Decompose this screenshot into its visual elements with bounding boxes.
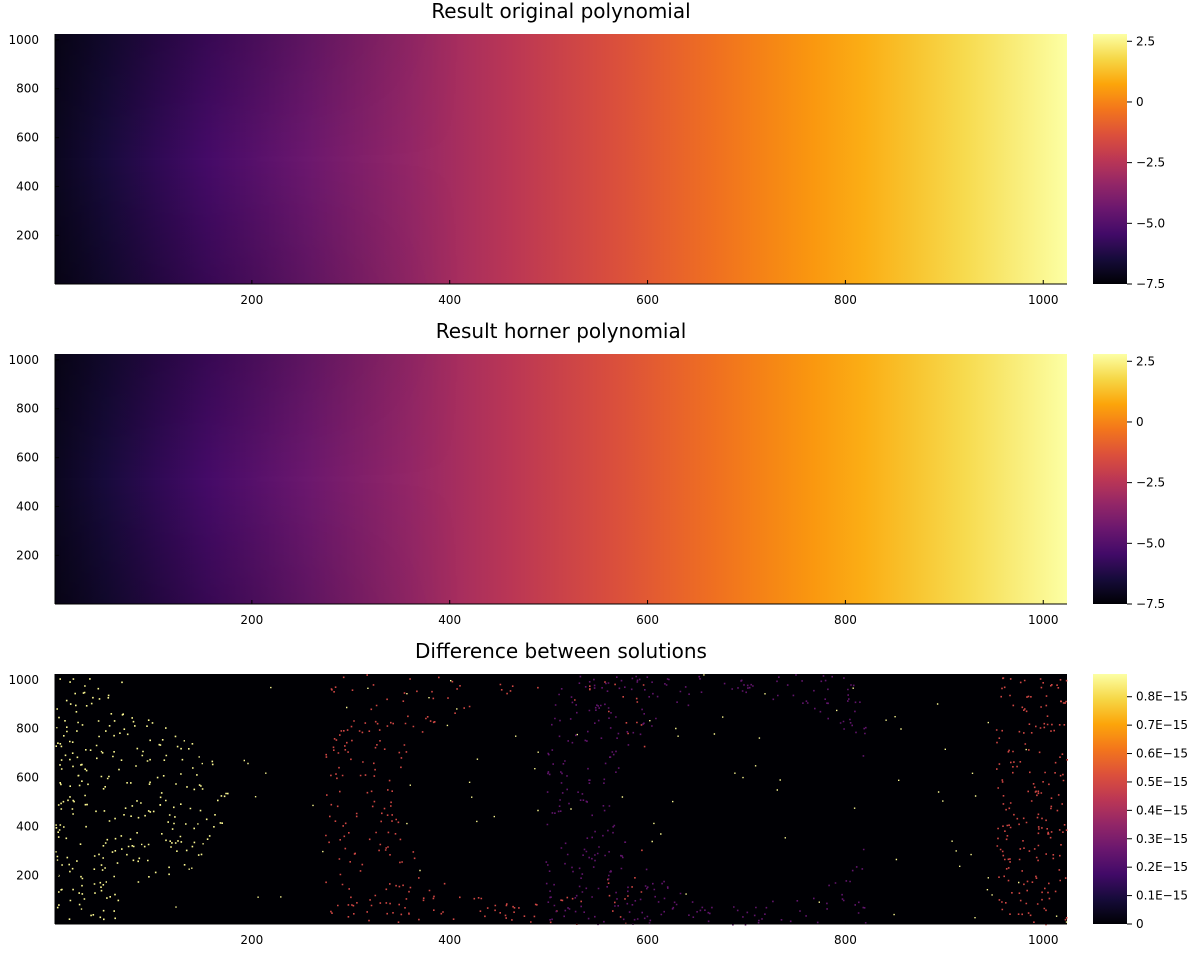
colorbar: [1093, 674, 1127, 924]
x-tick-label: 1000: [1028, 293, 1059, 307]
colorbar-tick-label: 2.5: [1136, 354, 1155, 368]
y-tick-label: 400: [16, 819, 39, 833]
x-tick-label: 400: [438, 613, 461, 627]
chart-title: Difference between solutions: [415, 639, 707, 663]
x-tick-label: 600: [636, 613, 659, 627]
colorbar-tick-label: 0: [1136, 917, 1144, 931]
colorbar-tick-label: 0.8E−15: [1136, 690, 1188, 704]
colorbar-tick-label: −7.5: [1136, 597, 1165, 611]
colorbar-tick-label: 0.4E−15: [1136, 803, 1188, 817]
colorbar-tick-label: −5.0: [1136, 536, 1165, 550]
y-tick-label: 600: [16, 131, 39, 145]
y-tick-label: 200: [16, 868, 39, 882]
colorbar-tick-label: −7.5: [1136, 277, 1165, 291]
x-tick-label: 800: [834, 933, 857, 947]
x-tick-label: 800: [834, 293, 857, 307]
x-tick-label: 600: [636, 293, 659, 307]
y-tick-label: 600: [16, 451, 39, 465]
y-tick-label: 400: [16, 499, 39, 513]
colorbar-tick-label: −5.0: [1136, 216, 1165, 230]
y-tick-label: 1000: [8, 353, 39, 367]
heatmap-shading: [55, 34, 1067, 284]
x-tick-label: 1000: [1028, 613, 1059, 627]
colorbar-tick-label: −2.5: [1136, 156, 1165, 170]
y-tick-label: 800: [16, 82, 39, 96]
colorbar-tick-label: 0.7E−15: [1136, 718, 1188, 732]
colorbar-tick-label: 0.6E−15: [1136, 747, 1188, 761]
chart-title: Result horner polynomial: [436, 319, 687, 343]
heatmap-shading: [55, 354, 1067, 604]
colorbar-tick-label: 2.5: [1136, 34, 1155, 48]
colorbar-tick-label: 0.1E−15: [1136, 889, 1188, 903]
colorbar: [1093, 354, 1127, 604]
colorbar-tick-label: −2.5: [1136, 476, 1165, 490]
heatmap-panel: Result original polynomial 200 400 600 800 10…: [8, 0, 1165, 307]
x-tick-label: 400: [438, 293, 461, 307]
heatmap-field: [55, 674, 1067, 924]
colorbar-tick-label: 0.5E−15: [1136, 775, 1188, 789]
colorbar-tick-label: 0: [1136, 415, 1144, 429]
colorbar-tick-label: 0: [1136, 95, 1144, 109]
colorbar: [1093, 34, 1127, 284]
heatmap-panel: Difference between solutions 200 400 600 800…: [8, 639, 1188, 947]
y-tick-label: 400: [16, 179, 39, 193]
y-tick-label: 600: [16, 771, 39, 785]
x-tick-label: 800: [834, 613, 857, 627]
x-tick-label: 200: [240, 293, 263, 307]
y-tick-label: 1000: [8, 33, 39, 47]
y-tick-label: 800: [16, 402, 39, 416]
x-tick-label: 1000: [1028, 933, 1059, 947]
heatmap-panel: Result horner polynomial 200 400 600 800 1000…: [8, 319, 1165, 627]
y-tick-label: 800: [16, 722, 39, 736]
y-tick-label: 200: [16, 228, 39, 242]
x-tick-label: 200: [240, 933, 263, 947]
x-tick-label: 200: [240, 613, 263, 627]
y-tick-label: 200: [16, 548, 39, 562]
x-tick-label: 400: [438, 933, 461, 947]
chart-title: Result original polynomial: [431, 0, 690, 23]
y-tick-label: 1000: [8, 673, 39, 687]
x-tick-label: 600: [636, 933, 659, 947]
colorbar-tick-label: 0.3E−15: [1136, 832, 1188, 846]
colorbar-tick-label: 0.2E−15: [1136, 860, 1188, 874]
